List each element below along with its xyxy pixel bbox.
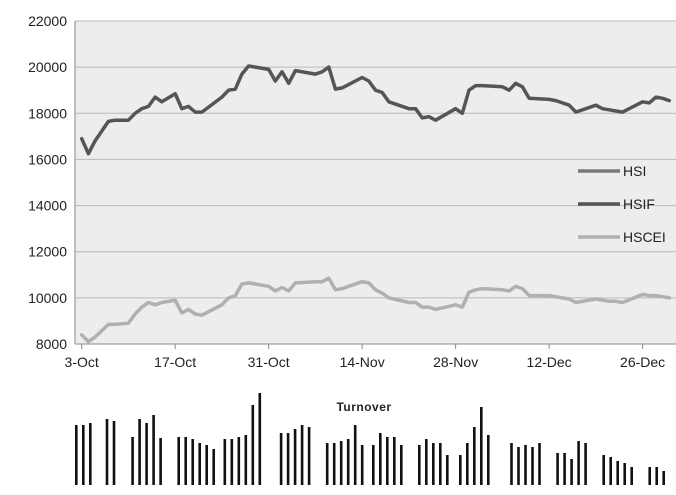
turnover-bar — [386, 437, 389, 485]
x-tick-label: 12-Dec — [527, 354, 572, 370]
turnover-bar — [112, 421, 116, 485]
turnover-bar — [510, 443, 513, 485]
x-tick-label: 14-Nov — [340, 354, 385, 370]
turnover-bar — [446, 455, 449, 485]
plot-area — [75, 21, 676, 344]
turnover-bar — [251, 405, 255, 485]
turnover-bar — [418, 445, 421, 485]
turnover-bar — [230, 439, 234, 485]
x-tick-label: 3-Oct — [65, 354, 99, 370]
turnover-bar — [425, 439, 428, 485]
turnover-bar — [360, 445, 364, 485]
turnover-title: Turnover — [336, 400, 391, 414]
turnover-bar — [379, 433, 382, 485]
series-line-hscei — [79, 276, 672, 344]
turnover-bar — [258, 393, 262, 485]
turnover-bar — [212, 449, 215, 485]
turnover-bar — [75, 425, 78, 485]
turnover-bar — [131, 437, 134, 485]
turnover-bar — [279, 433, 283, 485]
y-tick-label: 22000 — [28, 13, 67, 29]
turnover-bar — [191, 439, 194, 485]
turnover-bar — [556, 453, 559, 485]
legend-label-hscei: HSCEI — [623, 229, 666, 245]
turnover-bar — [616, 461, 619, 485]
y-tick-label: 16000 — [28, 151, 67, 167]
turnover-bar — [353, 425, 357, 485]
turnover-bar — [584, 443, 587, 485]
turnover-bar — [82, 425, 85, 485]
turnover-bar — [570, 459, 573, 485]
turnover-bar — [655, 467, 658, 485]
turnover-bar — [346, 439, 350, 485]
legend-label-hsi: HSI — [623, 163, 646, 179]
turnover-bar — [662, 471, 665, 485]
turnover-bar — [473, 427, 476, 485]
turnover-bar — [630, 467, 633, 485]
turnover-bar — [339, 441, 343, 485]
turnover-bar — [466, 443, 469, 485]
turnover-bar — [517, 447, 520, 485]
turnover-bar — [89, 423, 92, 485]
turnover-bar — [244, 435, 248, 485]
turnover-bar — [432, 443, 435, 485]
turnover-bar — [138, 419, 141, 485]
turnover-bar — [459, 455, 462, 485]
turnover-bar — [159, 438, 162, 485]
turnover-bar — [538, 443, 541, 485]
turnover-bar — [623, 463, 626, 485]
legend-label-hsif: HSIF — [623, 196, 655, 212]
series-line-hsif — [79, 64, 672, 156]
turnover-bar — [293, 429, 297, 485]
turnover-bar — [400, 445, 403, 485]
turnover-bar — [205, 445, 208, 485]
turnover-bar — [524, 445, 527, 485]
turnover-bar — [393, 437, 396, 485]
turnover-bar — [531, 447, 534, 485]
turnover-bar — [152, 415, 155, 485]
turnover-bar — [577, 441, 580, 485]
turnover-bar — [325, 443, 329, 485]
turnover-bar — [184, 437, 187, 485]
turnover-bar — [223, 439, 227, 485]
y-tick-label: 10000 — [28, 290, 67, 306]
y-tick-label: 8000 — [36, 336, 67, 352]
x-tick-label: 28-Nov — [433, 354, 478, 370]
x-tick-label: 31-Oct — [248, 354, 290, 370]
turnover-bar — [602, 455, 605, 485]
turnover-bar — [177, 437, 180, 485]
turnover-bar — [307, 427, 311, 485]
y-tick-label: 14000 — [28, 198, 67, 214]
turnover-bar — [145, 423, 148, 485]
turnover-bar — [198, 443, 201, 485]
turnover-bar — [300, 425, 304, 485]
turnover-bar — [487, 435, 490, 485]
y-tick-label: 20000 — [28, 59, 67, 75]
x-tick-label: 26-Dec — [620, 354, 665, 370]
turnover-bar — [237, 437, 241, 485]
turnover-bar — [372, 445, 375, 485]
y-tick-label: 18000 — [28, 105, 67, 121]
turnover-bar — [439, 443, 442, 485]
x-tick-label: 17-Oct — [154, 354, 196, 370]
turnover-bar — [286, 433, 290, 485]
turnover-bar — [609, 457, 612, 485]
y-tick-label: 12000 — [28, 244, 67, 260]
turnover-bar — [648, 467, 651, 485]
turnover-bar — [105, 419, 109, 485]
turnover-bar — [563, 453, 566, 485]
turnover-bar — [332, 443, 336, 485]
turnover-bar — [480, 407, 483, 485]
